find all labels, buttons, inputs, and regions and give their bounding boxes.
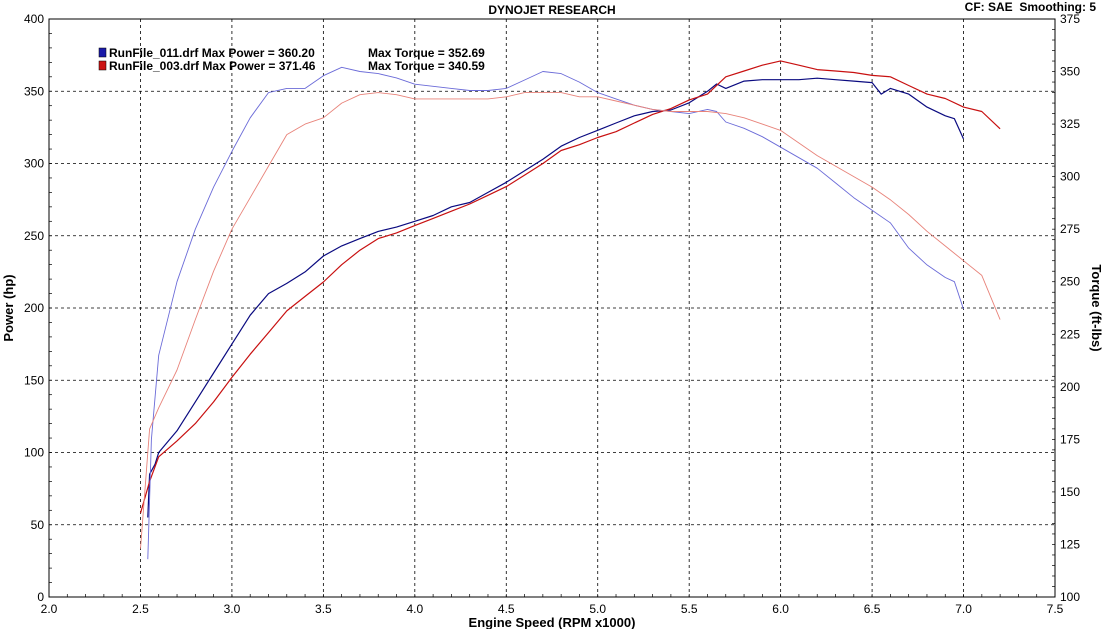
y-right-tick-label: 100 (1060, 590, 1080, 604)
plot-area-frame (48, 18, 1056, 598)
y-axis-right-title: Torque (ft-lbs) (1089, 264, 1104, 351)
x-tick-label: 2.5 (132, 602, 149, 616)
legend: RunFile_011.drf Max Power = 360.20 Max To… (98, 46, 485, 73)
y-right-tick-label: 200 (1060, 380, 1080, 394)
smoothing-text: Smoothing: 5 (1019, 0, 1096, 14)
series-line-3 (140, 92, 1001, 549)
series-lines (139, 60, 1001, 560)
y-left-tick-label: 400 (24, 12, 44, 26)
y-right-tick-label: 225 (1060, 327, 1080, 341)
cf-text: CF: SAE (964, 0, 1013, 14)
y-axis-left-title: Power (hp) (1, 274, 16, 341)
x-tick-label: 2.0 (41, 602, 58, 616)
axis-ticks: 2.0 2.5 3.0 3.5 4.0 4.5 5.0 5.5 6.0 6.5 7.0 7.5 0 50 1… (24, 12, 1080, 616)
y-right-tick-label: 350 (1060, 65, 1080, 79)
legend-torque: Max Torque = 340.59 (368, 59, 485, 73)
series-line-2 (147, 66, 964, 560)
x-tick-label: 6.5 (864, 602, 881, 616)
y-left-tick-label: 300 (24, 157, 44, 171)
legend-torque: Max Torque = 352.69 (368, 46, 485, 60)
y-right-tick-label: 175 (1060, 432, 1080, 446)
legend-file-power: RunFile_011.drf Max Power = 360.20 (109, 46, 315, 60)
x-tick-label: 7.0 (955, 602, 972, 616)
y-left-tick-label: 250 (24, 229, 44, 243)
legend-swatch (98, 60, 107, 71)
y-left-tick-label: 150 (24, 373, 44, 387)
x-tick-label: 4.0 (406, 602, 423, 616)
y-left-tick-label: 0 (37, 590, 44, 604)
correction-factor-label: CF: SAE Smoothing: 5 (965, 0, 1096, 14)
y-right-tick-label: 300 (1060, 170, 1080, 184)
y-right-tick-label: 125 (1060, 537, 1080, 551)
x-tick-label: 3.0 (224, 602, 241, 616)
y-right-tick-label: 275 (1060, 222, 1080, 236)
x-tick-label: 7.5 (1047, 602, 1064, 616)
x-tick-label: 5.5 (681, 602, 698, 616)
x-axis-title: Engine Speed (RPM x1000) (469, 615, 636, 629)
y-left-tick-label: 350 (24, 84, 44, 98)
chart-title: DYNOJET RESEARCH (488, 3, 616, 17)
series-line-1 (139, 60, 1001, 514)
x-tick-label: 4.5 (498, 602, 515, 616)
y-left-tick-label: 50 (31, 518, 45, 532)
y-left-tick-label: 100 (24, 446, 44, 460)
y-right-tick-label: 150 (1060, 485, 1080, 499)
y-right-tick-label: 325 (1060, 117, 1080, 131)
y-right-tick-label: 375 (1060, 12, 1080, 26)
x-tick-label: 6.0 (772, 602, 789, 616)
legend-swatch (98, 47, 107, 58)
x-tick-label: 5.0 (589, 602, 606, 616)
y-right-tick-label: 250 (1060, 275, 1080, 289)
series-line-0 (147, 77, 965, 518)
grid-lines (49, 19, 1055, 597)
legend-file-power: RunFile_003.drf Max Power = 371.46 (109, 59, 316, 73)
x-tick-label: 3.5 (315, 602, 332, 616)
y-left-tick-label: 200 (24, 301, 44, 315)
